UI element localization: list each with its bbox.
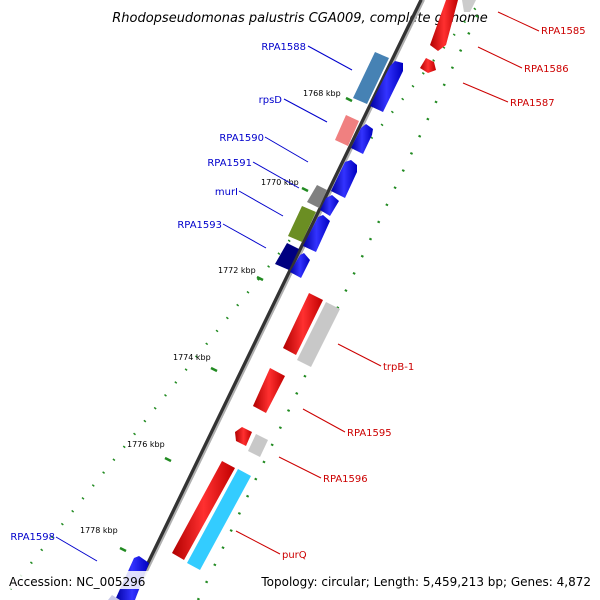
gene-label-rpsd[interactable]: rpsD <box>259 95 283 106</box>
gene-rpa1598-light <box>108 595 120 600</box>
gene-rpa1595[interactable] <box>253 368 285 413</box>
tick-label: 1770 kbp <box>261 178 299 187</box>
forward-genes <box>108 52 403 600</box>
gene-muri-blue[interactable] <box>303 215 330 252</box>
tick-label: 1772 kbp <box>218 266 256 275</box>
tick-label: 1768 kbp <box>303 89 341 98</box>
gene-rpa1593-blue[interactable] <box>290 253 310 278</box>
gene-label-rpa1591[interactable]: RPA1591 <box>207 158 252 169</box>
tick-label: 1778 kbp <box>80 526 118 535</box>
gene-rpa1585[interactable] <box>430 0 458 51</box>
scale-ticks <box>119 96 353 553</box>
gene-label-rpa1598[interactable]: RPA1598 <box>10 532 55 543</box>
tick-label: 1774 kbp <box>173 353 211 362</box>
gene-rpa1590[interactable] <box>331 160 357 198</box>
gene-trpb1-red[interactable] <box>283 293 323 355</box>
gene-label-rpa1585[interactable]: RPA1585 <box>541 26 586 37</box>
gene-muri-olive[interactable] <box>288 206 316 242</box>
gene-rpa1585-gray <box>462 0 476 12</box>
gene-rpa1586[interactable] <box>420 58 436 73</box>
gene-label-rpa1588[interactable]: RPA1588 <box>261 42 306 53</box>
gene-label-rpa1587[interactable]: RPA1587 <box>510 98 555 109</box>
gene-rpsd-blue[interactable] <box>351 124 373 154</box>
accession-text: Accession: NC_005296 <box>9 575 145 589</box>
gene-trpb1-gray[interactable] <box>297 302 340 367</box>
tick-label: 1776 kbp <box>127 440 165 449</box>
gene-label-rpa1590[interactable]: RPA1590 <box>219 133 264 144</box>
gene-purq-red[interactable] <box>172 461 235 560</box>
genome-summary-text: Topology: circular; Length: 5,459,213 bp… <box>260 575 591 589</box>
gene-rpsd-pink[interactable] <box>335 115 359 146</box>
gene-rpa1588-blue[interactable] <box>370 61 403 112</box>
gene-rpa1596-red[interactable] <box>235 427 252 446</box>
gene-rpa1593-navy[interactable] <box>275 243 299 270</box>
forward-leaders <box>55 45 353 562</box>
gene-rpa1588-steel[interactable] <box>353 52 389 104</box>
reverse-leaders <box>235 11 540 555</box>
outer-dotted-ring <box>0 0 483 600</box>
gene-label-rpa1595[interactable]: RPA1595 <box>347 428 392 439</box>
gene-label-trpb1[interactable]: trpB-1 <box>383 362 414 373</box>
gene-rpa1596-gray[interactable] <box>248 434 268 457</box>
inner-dotted-ring <box>196 9 482 600</box>
gene-rpa1591-blue[interactable] <box>320 195 339 216</box>
gene-label-rpa1593[interactable]: RPA1593 <box>177 220 222 231</box>
gene-purq-cyan[interactable] <box>187 469 251 570</box>
gene-label-rpa1596[interactable]: RPA1596 <box>323 474 368 485</box>
genome-title: Rhodopseudomonas palustris CGA009, compl… <box>112 11 488 26</box>
gene-label-purq[interactable]: purQ <box>282 550 307 561</box>
gene-label-muri[interactable]: murI <box>215 187 238 198</box>
footer-backdrop-right <box>258 571 596 589</box>
gene-rpa1591-gray[interactable] <box>307 185 327 208</box>
reverse-genes <box>172 0 476 570</box>
footer-backdrop-left <box>6 571 148 589</box>
gene-label-rpa1586[interactable]: RPA1586 <box>524 64 569 75</box>
